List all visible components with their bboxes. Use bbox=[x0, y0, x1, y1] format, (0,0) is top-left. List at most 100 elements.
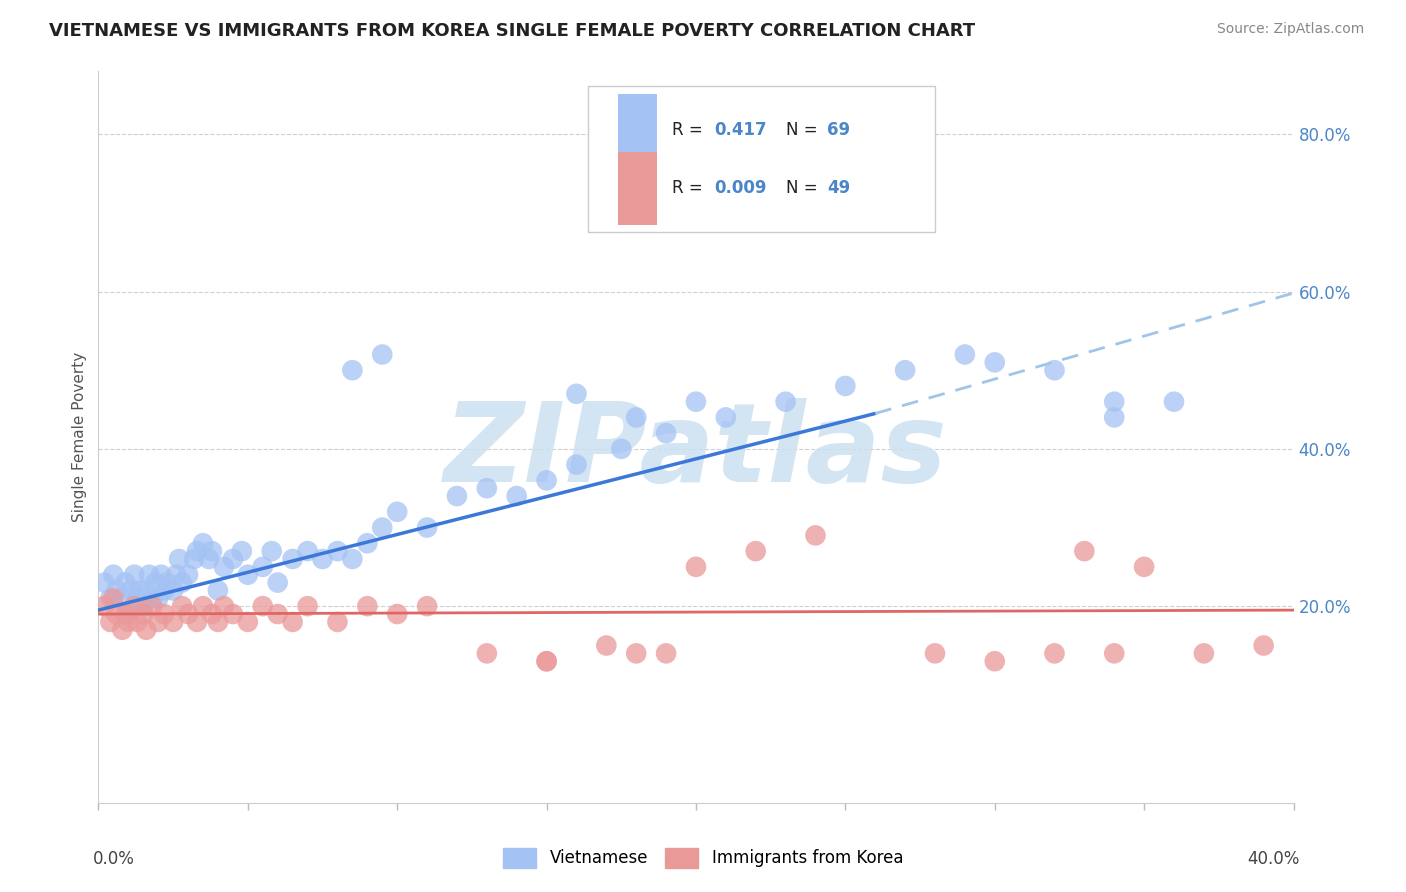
Point bbox=[93, 599, 115, 614]
Point bbox=[167, 552, 190, 566]
Point bbox=[984, 654, 1007, 668]
Point bbox=[924, 646, 946, 660]
Point bbox=[297, 544, 319, 558]
Point bbox=[894, 363, 917, 377]
Point bbox=[103, 591, 125, 606]
Point bbox=[356, 599, 378, 614]
Point bbox=[475, 646, 498, 660]
Text: R =: R = bbox=[672, 121, 709, 139]
Point bbox=[98, 591, 122, 606]
Point bbox=[416, 520, 439, 534]
Point bbox=[252, 559, 274, 574]
Point bbox=[536, 654, 558, 668]
Point bbox=[1163, 394, 1185, 409]
Point bbox=[626, 646, 648, 660]
Point bbox=[143, 575, 166, 590]
Point bbox=[385, 505, 409, 519]
Point bbox=[207, 615, 229, 629]
Point bbox=[172, 575, 194, 590]
Point bbox=[326, 544, 349, 558]
Point bbox=[297, 599, 319, 614]
Point bbox=[201, 544, 224, 558]
Point bbox=[162, 615, 184, 629]
Y-axis label: Single Female Poverty: Single Female Poverty bbox=[72, 352, 87, 522]
Point bbox=[506, 489, 529, 503]
Point bbox=[148, 591, 170, 606]
Point bbox=[135, 623, 157, 637]
Point bbox=[150, 567, 173, 582]
Point bbox=[124, 599, 146, 614]
Point bbox=[685, 394, 707, 409]
Point bbox=[685, 559, 707, 574]
Point bbox=[1104, 394, 1126, 409]
Point bbox=[834, 379, 856, 393]
Point bbox=[281, 552, 304, 566]
Point bbox=[183, 552, 205, 566]
Point bbox=[132, 607, 155, 621]
Point bbox=[148, 615, 170, 629]
Point bbox=[93, 575, 115, 590]
Point bbox=[212, 559, 235, 574]
Point bbox=[267, 607, 290, 621]
Point bbox=[153, 607, 176, 621]
Point bbox=[475, 481, 498, 495]
Text: VIETNAMESE VS IMMIGRANTS FROM KOREA SINGLE FEMALE POVERTY CORRELATION CHART: VIETNAMESE VS IMMIGRANTS FROM KOREA SING… bbox=[49, 22, 976, 40]
Point bbox=[385, 607, 409, 621]
Point bbox=[120, 583, 142, 598]
FancyBboxPatch shape bbox=[619, 94, 657, 167]
Point bbox=[138, 567, 160, 582]
Point bbox=[260, 544, 283, 558]
Point bbox=[127, 615, 149, 629]
Point bbox=[186, 544, 208, 558]
Point bbox=[267, 575, 290, 590]
Point bbox=[191, 599, 214, 614]
Point bbox=[1043, 363, 1066, 377]
Point bbox=[156, 575, 179, 590]
Text: 69: 69 bbox=[827, 121, 851, 139]
Text: 40.0%: 40.0% bbox=[1247, 850, 1299, 868]
Text: N =: N = bbox=[786, 121, 823, 139]
Text: 49: 49 bbox=[827, 179, 851, 197]
Point bbox=[222, 607, 245, 621]
Point bbox=[745, 544, 768, 558]
Point bbox=[371, 520, 394, 534]
Point bbox=[446, 489, 468, 503]
Point bbox=[565, 458, 588, 472]
Point bbox=[177, 607, 200, 621]
Point bbox=[111, 623, 134, 637]
Point bbox=[236, 615, 259, 629]
Point bbox=[536, 654, 558, 668]
Point bbox=[416, 599, 439, 614]
Point bbox=[231, 544, 253, 558]
Text: 0.417: 0.417 bbox=[714, 121, 766, 139]
Point bbox=[207, 583, 229, 598]
Point bbox=[626, 410, 648, 425]
Point bbox=[1192, 646, 1215, 660]
Point bbox=[114, 575, 136, 590]
Point bbox=[165, 567, 187, 582]
Text: N =: N = bbox=[786, 179, 823, 197]
Point bbox=[565, 387, 588, 401]
Point bbox=[1104, 410, 1126, 425]
Point bbox=[536, 473, 558, 487]
Point bbox=[103, 567, 125, 582]
Point bbox=[191, 536, 214, 550]
Point bbox=[1133, 559, 1156, 574]
Point bbox=[114, 607, 136, 621]
Point bbox=[1253, 639, 1275, 653]
Point bbox=[714, 410, 737, 425]
Text: Source: ZipAtlas.com: Source: ZipAtlas.com bbox=[1216, 22, 1364, 37]
Point bbox=[105, 583, 128, 598]
Point bbox=[326, 615, 349, 629]
Point bbox=[595, 639, 617, 653]
Point bbox=[162, 583, 184, 598]
Point bbox=[117, 607, 139, 621]
Point bbox=[135, 583, 157, 598]
FancyBboxPatch shape bbox=[619, 152, 657, 225]
Point bbox=[775, 394, 797, 409]
Point bbox=[236, 567, 259, 582]
Text: ZIPatlas: ZIPatlas bbox=[444, 398, 948, 505]
Point bbox=[117, 615, 139, 629]
Point bbox=[177, 567, 200, 582]
Point bbox=[610, 442, 633, 456]
